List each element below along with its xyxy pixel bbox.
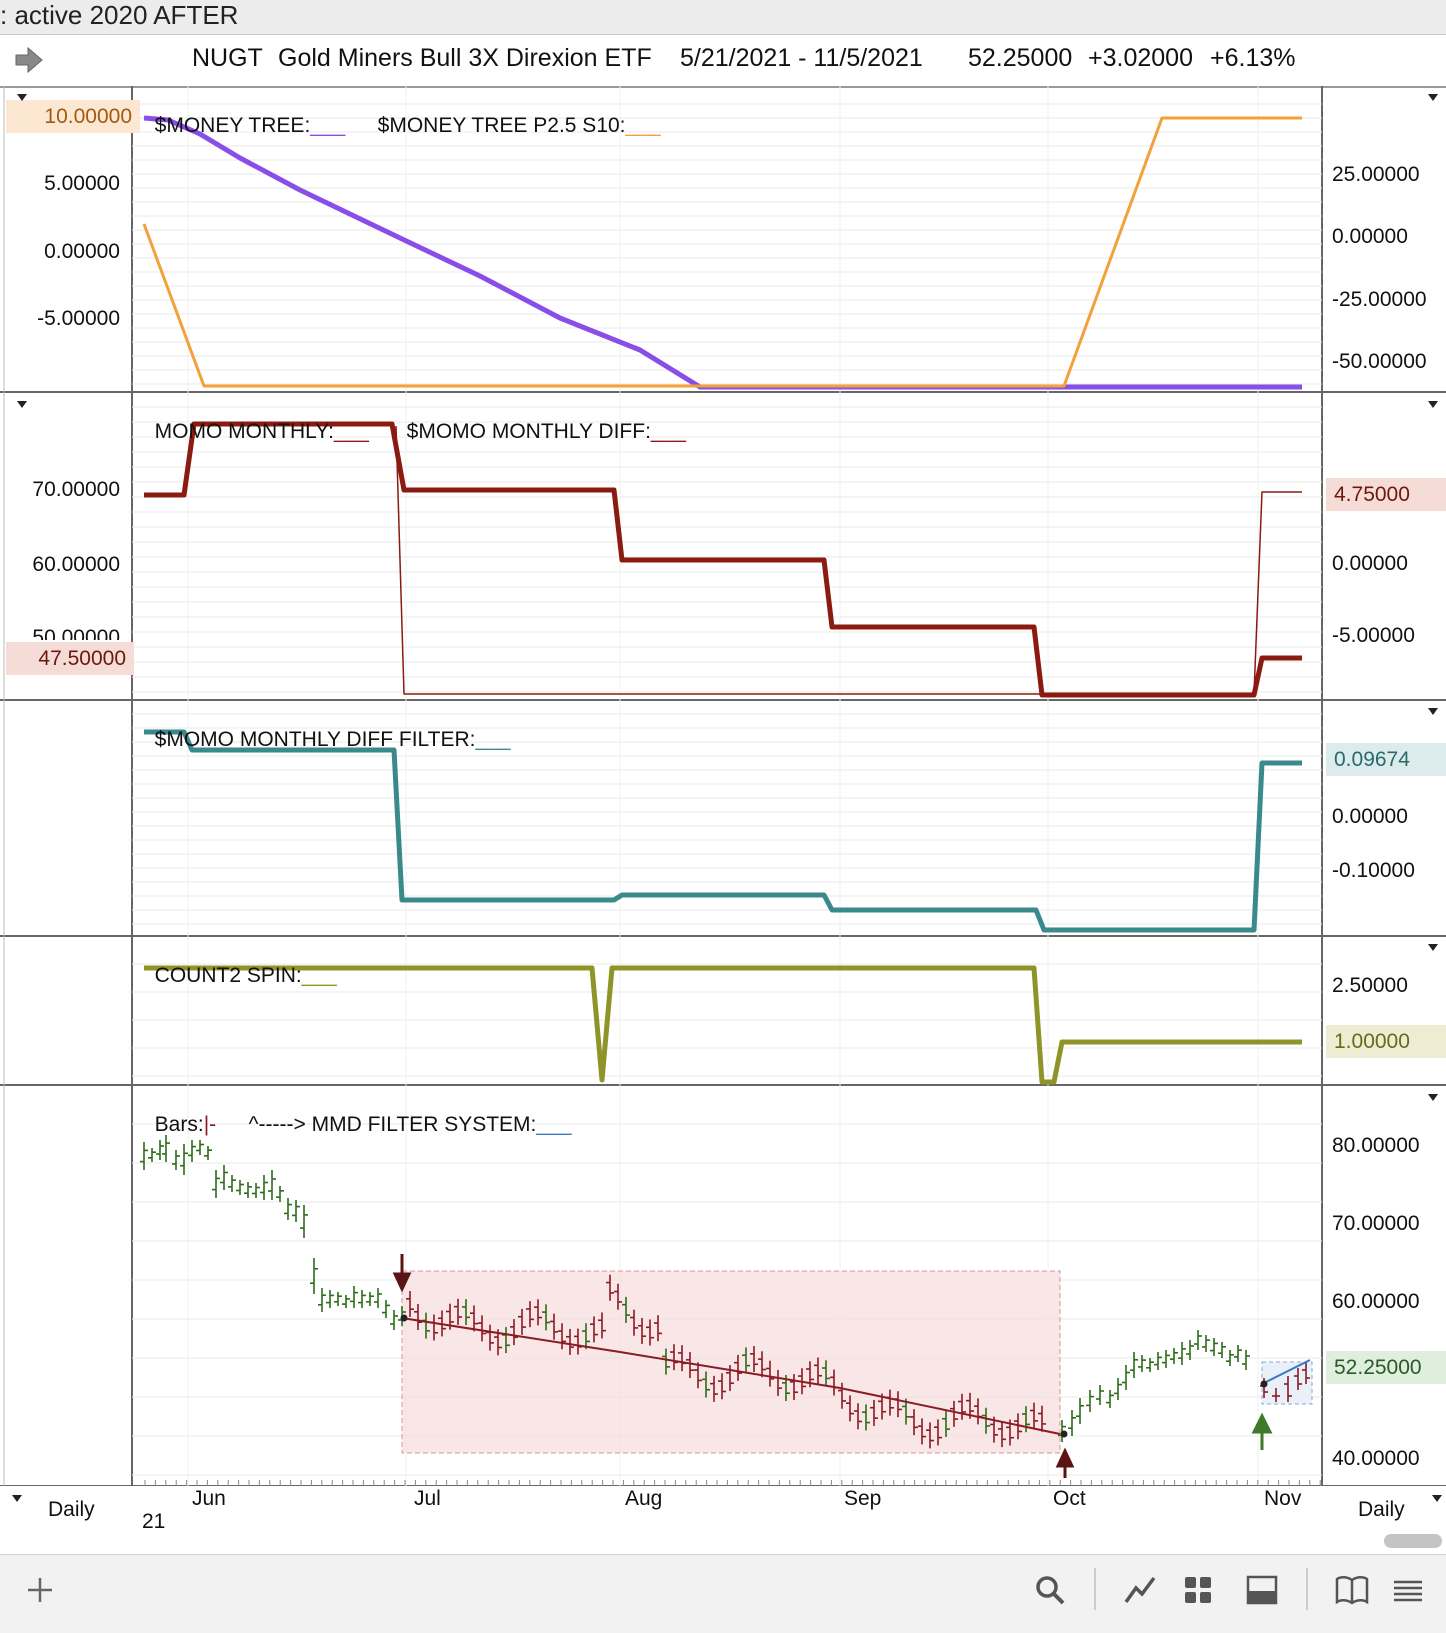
diff-filter-pill: 0.09674: [1326, 743, 1446, 776]
mmd-filter-label: ^-----> MMD FILTER SYSTEM:___: [248, 1113, 572, 1136]
money-tree-p25-label: $MONEY TREE P2.5 S10:___: [377, 114, 661, 137]
money-tree-left-tick: -5.00000: [37, 307, 120, 330]
money-tree-label: $MONEY TREE:___: [154, 114, 346, 137]
panel-menu-icon[interactable]: [1428, 401, 1438, 408]
bottom-toolbar: [0, 1554, 1446, 1633]
search-icon[interactable]: [1030, 1570, 1070, 1610]
year-label: 21: [142, 1510, 166, 1533]
money-tree-p25-line: [142, 116, 1302, 388]
count2-right-tick: 2.50000: [1332, 974, 1408, 997]
momo-right-tick: -5.00000: [1332, 624, 1415, 647]
money-tree-line: [143, 115, 1302, 390]
month-label: Jul: [414, 1487, 441, 1510]
money-tree-right-tick: 25.00000: [1332, 163, 1420, 186]
toolbar-divider: [1094, 1568, 1096, 1610]
bars-right-tick: 40.00000: [1332, 1447, 1420, 1470]
momo-monthly-diff-line: [395, 425, 1302, 695]
period-right[interactable]: Daily: [1358, 1498, 1405, 1521]
panel-menu-icon[interactable]: [1428, 944, 1438, 951]
money-tree-right-tick: -50.00000: [1332, 350, 1427, 373]
momo-monthly-label: MOMO MONTHLY:___: [154, 420, 369, 443]
up-arrow-marker: [1055, 1447, 1075, 1478]
count2-spin-label: COUNT2 SPIN:___: [154, 964, 337, 987]
month-label: Sep: [844, 1487, 882, 1510]
chart-header: NUGT Gold Miners Bull 3X Direxion ETF 5/…: [0, 36, 1446, 88]
money-tree-left-tick: 0.00000: [44, 240, 120, 263]
panel-menu-icon[interactable]: [17, 401, 27, 408]
security-name: Gold Miners Bull 3X Direxion ETF: [278, 44, 652, 72]
filter-start-dot: [400, 1314, 408, 1322]
date-range: 5/21/2021 - 11/5/2021: [680, 44, 923, 72]
book-icon[interactable]: [1332, 1570, 1372, 1610]
month-label: Jun: [192, 1487, 226, 1510]
bars-last-price-pill: 52.25000: [1326, 1351, 1446, 1384]
symbol: NUGT: [192, 44, 263, 72]
month-label: Nov: [1264, 1487, 1302, 1510]
mmd-projection-line: [1261, 1359, 1311, 1385]
period-dropdown-icon[interactable]: [12, 1495, 22, 1502]
line-chart-icon[interactable]: [1120, 1570, 1160, 1610]
projection-box: [1261, 1361, 1313, 1405]
momo-left-tick: 60.00000: [32, 553, 120, 576]
chart-area[interactable]: [0, 86, 1446, 1486]
projection-start-dot: [1260, 1380, 1268, 1388]
money-tree-left-pill: 10.00000: [6, 100, 140, 133]
panel-menu-icon[interactable]: [1428, 1094, 1438, 1101]
bars-right-tick: 60.00000: [1332, 1290, 1420, 1313]
count2-spin-line: [144, 965, 1302, 1085]
momo-right-tick: 0.00000: [1332, 552, 1408, 575]
down-arrow-marker: [392, 1254, 412, 1293]
momo-left-tick: 50.00000: [32, 626, 120, 640]
plus-icon[interactable]: [20, 1570, 60, 1610]
panel-menu-icon[interactable]: [1428, 94, 1438, 101]
last-price: 52.25000: [968, 44, 1073, 72]
momo-left-pill: 47.50000: [6, 642, 134, 675]
price-change: +3.02000: [1088, 44, 1193, 72]
month-label: Oct: [1053, 1487, 1086, 1510]
grid-icon[interactable]: [1178, 1570, 1218, 1610]
bars-label: Bars:|-: [154, 1113, 217, 1136]
horizontal-scrollbar[interactable]: [1384, 1534, 1442, 1548]
bars-right-tick: 70.00000: [1332, 1212, 1420, 1235]
toolbar-divider: [1306, 1568, 1308, 1610]
right-arrow-icon[interactable]: [14, 46, 44, 74]
momo-monthly-diff-label: $MOMO MONTHLY DIFF:___: [406, 420, 686, 443]
period-left[interactable]: Daily: [48, 1498, 95, 1521]
window-title: : active 2020 AFTER: [0, 0, 239, 30]
diff-filter-right-tick: 0.00000: [1332, 805, 1408, 828]
month-label: Aug: [625, 1487, 663, 1510]
list-icon[interactable]: [1388, 1570, 1428, 1610]
bars-right-tick: 80.00000: [1332, 1134, 1420, 1157]
diff-filter-right-tick: -0.10000: [1332, 859, 1415, 882]
momo-monthly-line: [144, 421, 1302, 698]
count2-pill: 1.00000: [1326, 1025, 1446, 1058]
window-titlebar: : active 2020 AFTER: [0, 0, 1446, 35]
panel-menu-icon[interactable]: [1428, 708, 1438, 715]
diff-filter-label: $MOMO MONTHLY DIFF FILTER:___: [154, 728, 511, 751]
filter-end-dot: [1060, 1430, 1068, 1438]
up-arrow-marker: [1251, 1412, 1273, 1450]
price-change-pct: +6.13%: [1210, 44, 1296, 72]
layout-icon[interactable]: [1242, 1570, 1282, 1610]
money-tree-right-tick: -25.00000: [1332, 288, 1427, 311]
money-tree-right-tick: 0.00000: [1332, 225, 1408, 248]
mmd-filter-line: [401, 1317, 1061, 1435]
panel-menu-icon[interactable]: [17, 94, 27, 101]
momo-left-tick: 70.00000: [32, 478, 120, 501]
diff-filter-line: [144, 729, 1302, 933]
filter-zone-box: [401, 1270, 1061, 1454]
period-dropdown-icon[interactable]: [1432, 1495, 1442, 1502]
money-tree-left-tick: 5.00000: [44, 172, 120, 195]
momo-right-pill: 4.75000: [1326, 478, 1446, 511]
